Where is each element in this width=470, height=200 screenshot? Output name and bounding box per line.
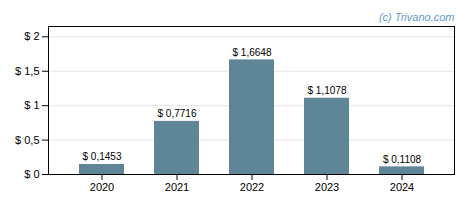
svg-text:$ 0,7716: $ 0,7716 bbox=[158, 108, 197, 119]
svg-text:(c) Trivano.com: (c) Trivano.com bbox=[379, 11, 455, 23]
svg-text:$ 0,5: $ 0,5 bbox=[15, 134, 39, 146]
svg-text:$ 1,5: $ 1,5 bbox=[15, 65, 39, 77]
svg-text:$ 1,1078: $ 1,1078 bbox=[308, 85, 347, 96]
svg-text:2020: 2020 bbox=[90, 181, 114, 193]
svg-text:$ 0,1108: $ 0,1108 bbox=[383, 154, 422, 165]
svg-text:$ 1,6648: $ 1,6648 bbox=[233, 47, 272, 58]
svg-text:2023: 2023 bbox=[315, 181, 339, 193]
svg-text:2022: 2022 bbox=[240, 181, 264, 193]
svg-text:2024: 2024 bbox=[390, 181, 414, 193]
svg-text:$ 0: $ 0 bbox=[24, 168, 39, 180]
svg-text:$ 1: $ 1 bbox=[24, 99, 39, 111]
svg-text:2021: 2021 bbox=[165, 181, 189, 193]
svg-text:$ 0,1453: $ 0,1453 bbox=[83, 151, 122, 162]
svg-text:$ 2: $ 2 bbox=[24, 30, 39, 42]
